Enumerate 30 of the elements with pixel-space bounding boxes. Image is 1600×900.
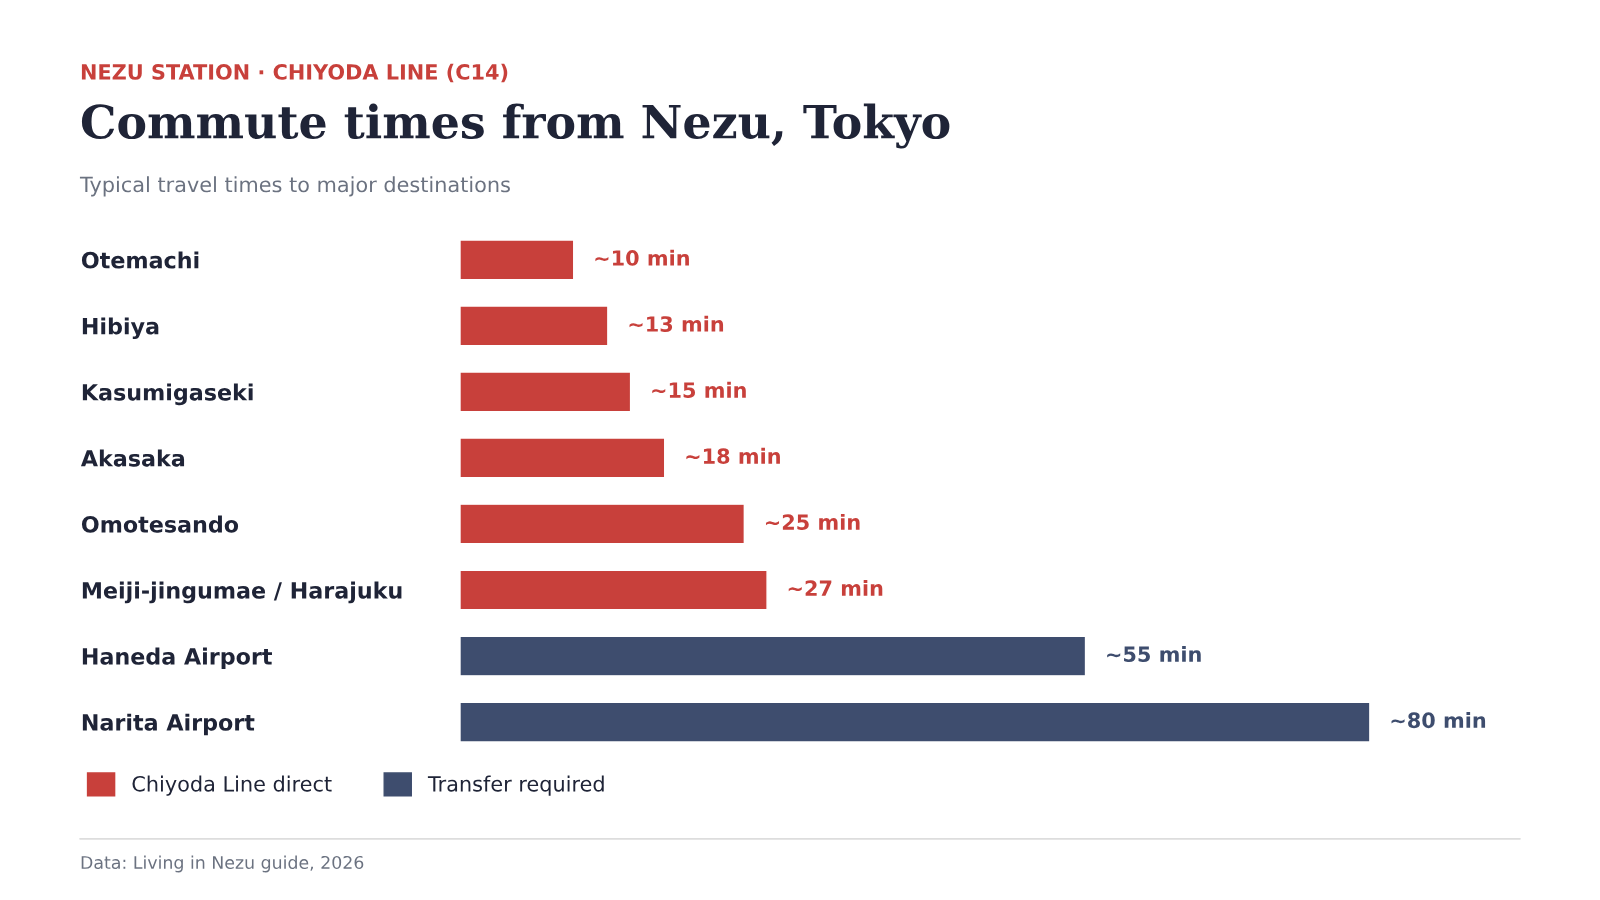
text: Typical travel times to major destinations xyxy=(79,176,510,197)
y-tick-label: Otemachi xyxy=(81,251,199,269)
data-label: ~55 min xyxy=(1107,645,1201,663)
legend-label: Transfer required xyxy=(427,775,604,796)
data-label: ~80 min xyxy=(1391,712,1486,729)
y-tick-label: Haneda Airport xyxy=(82,647,272,670)
bar xyxy=(460,239,575,281)
y-tick-label: Kasumigaseki xyxy=(82,383,253,406)
data-label: ~27 min xyxy=(788,579,883,596)
bar xyxy=(460,371,632,413)
bar xyxy=(460,503,746,545)
y-tick-label: Narita Airport xyxy=(82,713,255,736)
y-tick-label: Hibiya xyxy=(82,317,159,340)
bar xyxy=(460,635,1087,677)
y-tick-label: Akasaka xyxy=(80,449,185,467)
bar xyxy=(460,569,768,611)
y-tick-label: Meiji-jingumae / Harajuku xyxy=(82,581,402,604)
data-label: ~18 min xyxy=(686,447,780,464)
data-label: ~13 min xyxy=(629,315,724,332)
bar xyxy=(460,701,1371,743)
chart-title: Commute times from Nezu, Tokyo xyxy=(81,103,950,149)
data-label: ~10 min xyxy=(595,249,689,266)
legend-label: Chiyoda Line direct xyxy=(132,775,332,796)
y-tick-label: Omotesando xyxy=(81,515,239,533)
text: Data: Living in Nezu guide, 2026 xyxy=(81,855,364,873)
data-label: ~25 min xyxy=(765,513,860,531)
bar xyxy=(460,305,609,347)
data-label: ~15 min xyxy=(652,381,746,398)
bar xyxy=(460,437,666,479)
chart-subtitle: NEZU STATION · CHIYODA LINE (C14) xyxy=(81,63,508,83)
